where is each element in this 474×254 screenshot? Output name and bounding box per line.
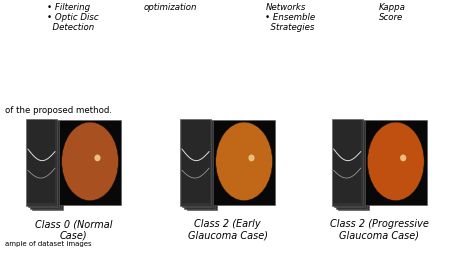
- Bar: [213, 120, 275, 205]
- Bar: [332, 119, 363, 206]
- Bar: [28, 121, 59, 208]
- Ellipse shape: [62, 123, 118, 201]
- Bar: [184, 122, 215, 209]
- Ellipse shape: [367, 123, 424, 201]
- Text: Kappa
Score: Kappa Score: [379, 3, 406, 22]
- Bar: [336, 122, 367, 209]
- Bar: [59, 120, 121, 205]
- Ellipse shape: [94, 155, 100, 162]
- Text: Class 2 (Progressive
Glaucoma Case): Class 2 (Progressive Glaucoma Case): [330, 218, 428, 240]
- Bar: [30, 122, 61, 209]
- Bar: [27, 120, 55, 203]
- Text: optimization: optimization: [144, 3, 197, 11]
- Bar: [26, 119, 57, 206]
- Bar: [182, 121, 213, 208]
- Text: • Filtering
• Optic Disc
  Detection: • Filtering • Optic Disc Detection: [47, 3, 99, 32]
- Bar: [182, 120, 210, 203]
- Bar: [32, 124, 64, 211]
- Bar: [180, 119, 211, 206]
- Text: ample of dataset images: ample of dataset images: [5, 240, 91, 246]
- Ellipse shape: [400, 155, 406, 162]
- Text: Class 2 (Early
Glaucoma Case): Class 2 (Early Glaucoma Case): [188, 218, 267, 240]
- Bar: [338, 124, 369, 211]
- Bar: [333, 120, 361, 203]
- Ellipse shape: [216, 123, 273, 201]
- Bar: [334, 121, 365, 208]
- Text: of the proposed method.: of the proposed method.: [5, 106, 112, 115]
- Text: Networks
• Ensemble
  Strategies: Networks • Ensemble Strategies: [265, 3, 316, 32]
- Bar: [186, 124, 217, 211]
- Bar: [365, 120, 427, 205]
- Text: Class 0 (Normal
Case): Class 0 (Normal Case): [35, 218, 112, 240]
- Ellipse shape: [248, 155, 255, 162]
